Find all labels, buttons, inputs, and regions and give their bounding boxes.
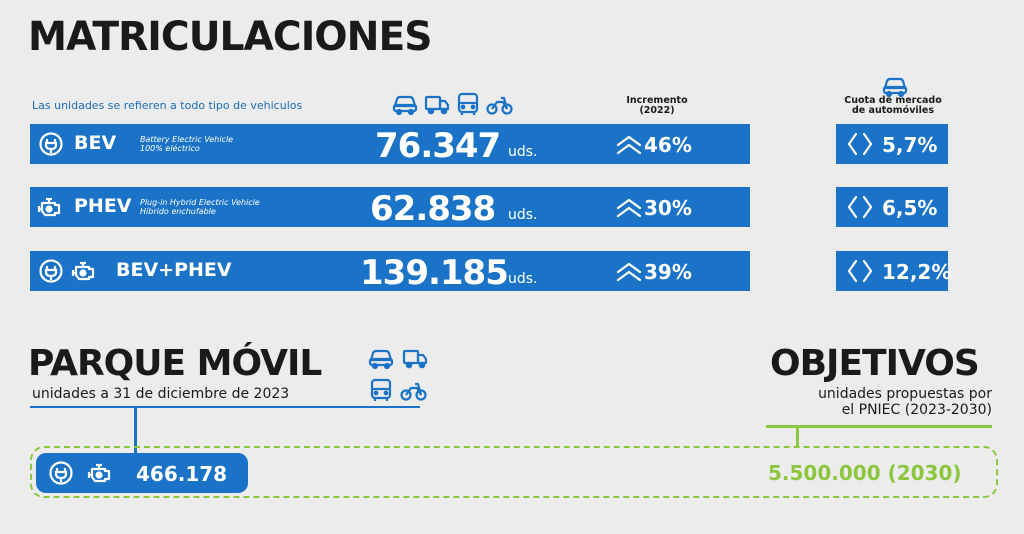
- engine-icon: [37, 197, 61, 217]
- motorcycle-icon: [486, 96, 513, 115]
- row-share: 5,7%: [882, 133, 938, 157]
- parque-title: PARQUE MÓVIL: [28, 343, 322, 384]
- angle-brackets-icon: [847, 259, 873, 283]
- plug-icon: [39, 259, 63, 283]
- parque-connector: [134, 406, 137, 454]
- row-label: BEV: [74, 132, 117, 154]
- parque-value: 466.178: [136, 462, 228, 486]
- double-chevron-up-icon: [616, 198, 642, 218]
- row-description: Plug-in Hybrid Electric Vehicle Híbrido …: [140, 198, 260, 216]
- row-units-suffix: uds.: [508, 271, 538, 287]
- row-label: BEV+PHEV: [116, 259, 232, 281]
- share-phev: 6,5%: [836, 187, 948, 227]
- increment-header: Incremento (2022): [626, 95, 688, 116]
- row-increment: 46%: [644, 133, 692, 157]
- double-chevron-up-icon: [616, 262, 642, 282]
- units-note: Las unidades se refieren a todo tipo de …: [32, 99, 303, 112]
- row-phev: PHEV Plug-in Hybrid Electric Vehicle Híb…: [30, 187, 750, 229]
- angle-brackets-icon: [847, 132, 873, 156]
- parque-underline: [30, 406, 420, 408]
- progress-frame: [30, 446, 998, 498]
- bus-icon: [457, 92, 479, 116]
- share-bev: 5,7%: [836, 124, 948, 164]
- row-units: 62.838: [370, 189, 496, 229]
- row-share: 6,5%: [882, 196, 938, 220]
- car-icon: [368, 349, 394, 370]
- objetivos-connector: [796, 428, 799, 446]
- plug-icon: [49, 461, 73, 485]
- objetivos-title: OBJETIVOS: [770, 343, 980, 384]
- row-bev: BEV Battery Electric Vehicle 100% eléctr…: [30, 124, 750, 166]
- row-units-suffix: uds.: [508, 207, 538, 223]
- row-increment: 30%: [644, 196, 692, 220]
- engine-icon: [87, 463, 111, 483]
- row-description: Battery Electric Vehicle 100% eléctrico: [140, 135, 234, 153]
- objetivos-subtitle: unidades propuestas por el PNIEC (2023-2…: [818, 386, 992, 418]
- parque-subtitle: unidades a 31 de diciembre de 2023: [32, 386, 290, 402]
- engine-icon: [71, 261, 95, 281]
- objetivos-underline: [766, 425, 992, 428]
- bus-icon: [370, 378, 392, 402]
- objetivos-value: 5.500.000 (2030): [768, 461, 962, 485]
- row-share: 12,2%: [882, 260, 952, 284]
- double-chevron-up-icon: [616, 135, 642, 155]
- car-icon: [392, 95, 418, 116]
- market-share-header: Cuota de mercado de automóviles: [844, 95, 942, 116]
- row-bev-phev: BEV+PHEV 139.185 uds. 39%: [30, 251, 750, 293]
- motorcycle-icon: [400, 382, 427, 401]
- truck-icon: [424, 95, 450, 115]
- row-units: 76.347: [375, 126, 501, 166]
- row-increment: 39%: [644, 260, 692, 284]
- share-bev-phev: 12,2%: [836, 251, 952, 291]
- parque-value-pill: 466.178: [36, 453, 248, 493]
- page-title: MATRICULACIONES: [28, 14, 433, 60]
- row-units: 139.185: [360, 253, 509, 293]
- plug-icon: [39, 132, 63, 156]
- row-label: PHEV: [74, 195, 132, 217]
- row-units-suffix: uds.: [508, 144, 538, 160]
- angle-brackets-icon: [847, 195, 873, 219]
- truck-icon: [402, 349, 428, 369]
